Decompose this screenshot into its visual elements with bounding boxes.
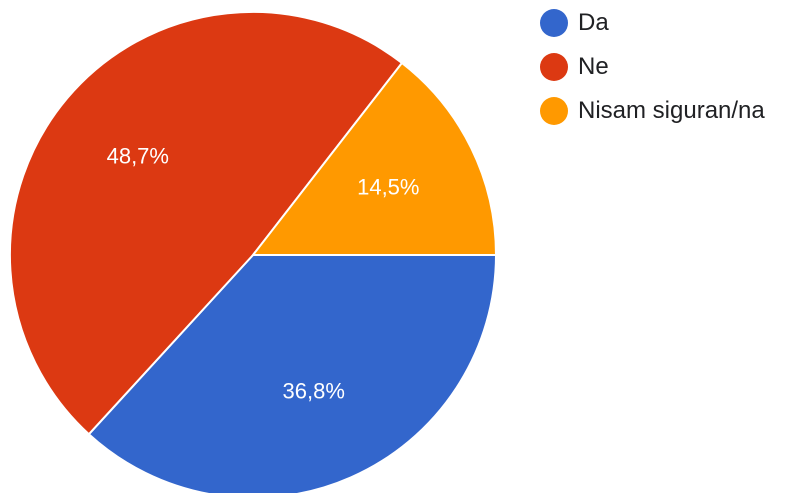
pie-slice-da[interactable] [87,254,498,493]
legend-label-nisam-siguran: Nisam siguran/na [578,97,765,124]
pie-slice-label-nisam: 14,5% [357,175,419,200]
legend-swatch-da [540,9,568,37]
pie-slice-nisam[interactable] [250,61,498,256]
legend-swatch-ne [540,53,568,81]
legend-item-nisam-siguran[interactable]: Nisam siguran/na [540,96,765,126]
legend-swatch-nisam-siguran [540,97,568,125]
pie-slice-ne[interactable] [8,11,404,436]
pie-slice-label-ne: 48,7% [107,144,169,169]
pie-slice-labels: 36,8% 48,7% 14,5% [107,144,420,404]
legend-label-ne: Ne [578,53,609,80]
legend-item-da[interactable]: Da [540,8,765,38]
pie-slices [8,11,498,493]
chart-legend: Da Ne Nisam siguran/na [540,8,765,140]
legend-label-da: Da [578,9,609,36]
pie-slice-label-da: 36,8% [283,379,345,404]
legend-item-ne[interactable]: Ne [540,52,765,82]
